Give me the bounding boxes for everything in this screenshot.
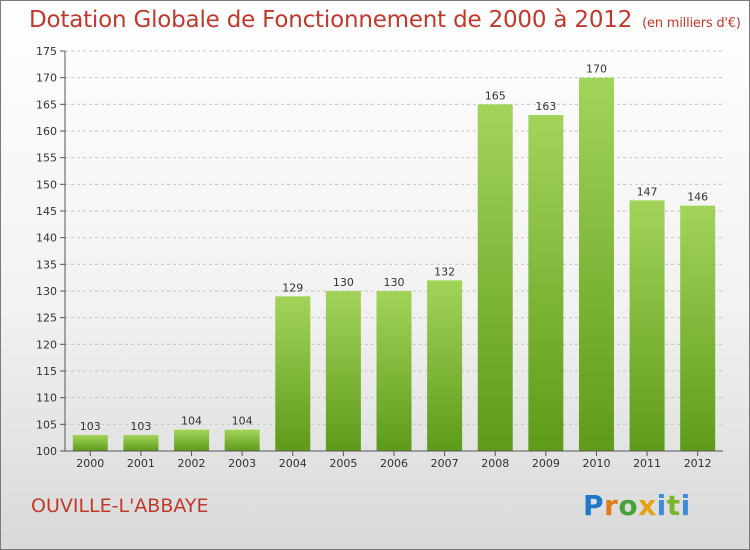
x-tick-label: 2011: [633, 457, 661, 470]
y-tick-label: 140: [36, 232, 57, 245]
bar-chart: 100 105 110 115 120 125 130 135 140 145 150 155 160 1…: [36, 45, 723, 470]
proxiti-logo: Proxiti: [583, 489, 691, 522]
y-tick-label: 100: [36, 445, 57, 458]
y-tick-label: 160: [36, 125, 57, 138]
y-axis: 100 105 110 115 120 125 130 135 140 145 150 155 160 1…: [36, 45, 66, 458]
x-tick-label: 2000: [76, 457, 104, 470]
y-tick-label: 130: [36, 285, 57, 298]
y-tick-label: 105: [36, 418, 57, 431]
x-tick-label: 2003: [228, 457, 256, 470]
data-label: 103: [130, 420, 151, 433]
y-tick-label: 170: [36, 72, 57, 85]
x-tick-label: 2008: [481, 457, 509, 470]
data-label: 130: [384, 276, 405, 289]
chart-title: Dotation Globale de Fonctionnement de 20…: [29, 7, 741, 33]
data-label: 103: [80, 420, 101, 433]
x-tick-label: 2007: [431, 457, 459, 470]
data-label: 163: [535, 100, 556, 113]
data-label: 129: [282, 281, 303, 294]
chart-unit: (en milliers d'€): [642, 16, 741, 31]
y-tick-label: 145: [36, 205, 57, 218]
data-label: 104: [232, 415, 253, 428]
y-tick-label: 135: [36, 258, 57, 271]
y-tick-label: 115: [36, 365, 57, 378]
data-label: 132: [434, 265, 455, 278]
bar: [629, 200, 665, 451]
bar: [427, 280, 463, 451]
data-label: 104: [181, 415, 202, 428]
logo-letter: t: [666, 489, 681, 522]
data-labels: 103 103 104 104 129 130 130 132 165 163 170 147 146: [80, 63, 708, 433]
data-label: 146: [687, 191, 708, 204]
data-label: 147: [637, 185, 658, 198]
y-tick-label: 110: [36, 392, 57, 405]
bar: [528, 115, 564, 451]
logo-letter: i: [656, 489, 667, 522]
logo-letter: o: [618, 489, 639, 522]
x-tick-label: 2009: [532, 457, 560, 470]
logo-letter: P: [583, 489, 605, 522]
x-tick-label: 2012: [684, 457, 712, 470]
bar: [477, 104, 513, 451]
bar: [578, 77, 614, 452]
x-axis: 2000 2001 2002 2003 2004 2005 2006 2007 2008 2009…: [65, 450, 723, 470]
y-tick-label: 165: [36, 98, 57, 111]
bar: [680, 205, 716, 451]
city-name: OUVILLE-L'ABBAYE: [31, 495, 209, 517]
bar: [325, 291, 361, 451]
y-tick-label: 175: [36, 45, 57, 58]
x-tick-label: 2010: [582, 457, 610, 470]
bar: [174, 429, 210, 451]
bar: [275, 296, 311, 451]
chart-title-text: Dotation Globale de Fonctionnement de 20…: [29, 7, 633, 33]
bar: [224, 429, 260, 451]
bar: [376, 291, 412, 451]
x-tick-label: 2004: [279, 457, 307, 470]
y-tick-label: 155: [36, 152, 57, 165]
logo-letter: x: [638, 489, 657, 522]
logo-letter: r: [604, 489, 619, 522]
x-tick-label: 2002: [178, 457, 206, 470]
bar: [72, 435, 108, 451]
y-tick-label: 125: [36, 312, 57, 325]
bar: [123, 435, 159, 451]
x-tick-label: 2005: [329, 457, 357, 470]
data-label: 170: [586, 63, 607, 76]
x-tick-label: 2006: [380, 457, 408, 470]
data-label: 130: [333, 276, 354, 289]
y-tick-label: 120: [36, 338, 57, 351]
bars: [72, 77, 716, 452]
y-tick-label: 150: [36, 178, 57, 191]
x-tick-label: 2001: [127, 457, 155, 470]
data-label: 165: [485, 89, 506, 102]
logo-letter: i: [680, 489, 691, 522]
